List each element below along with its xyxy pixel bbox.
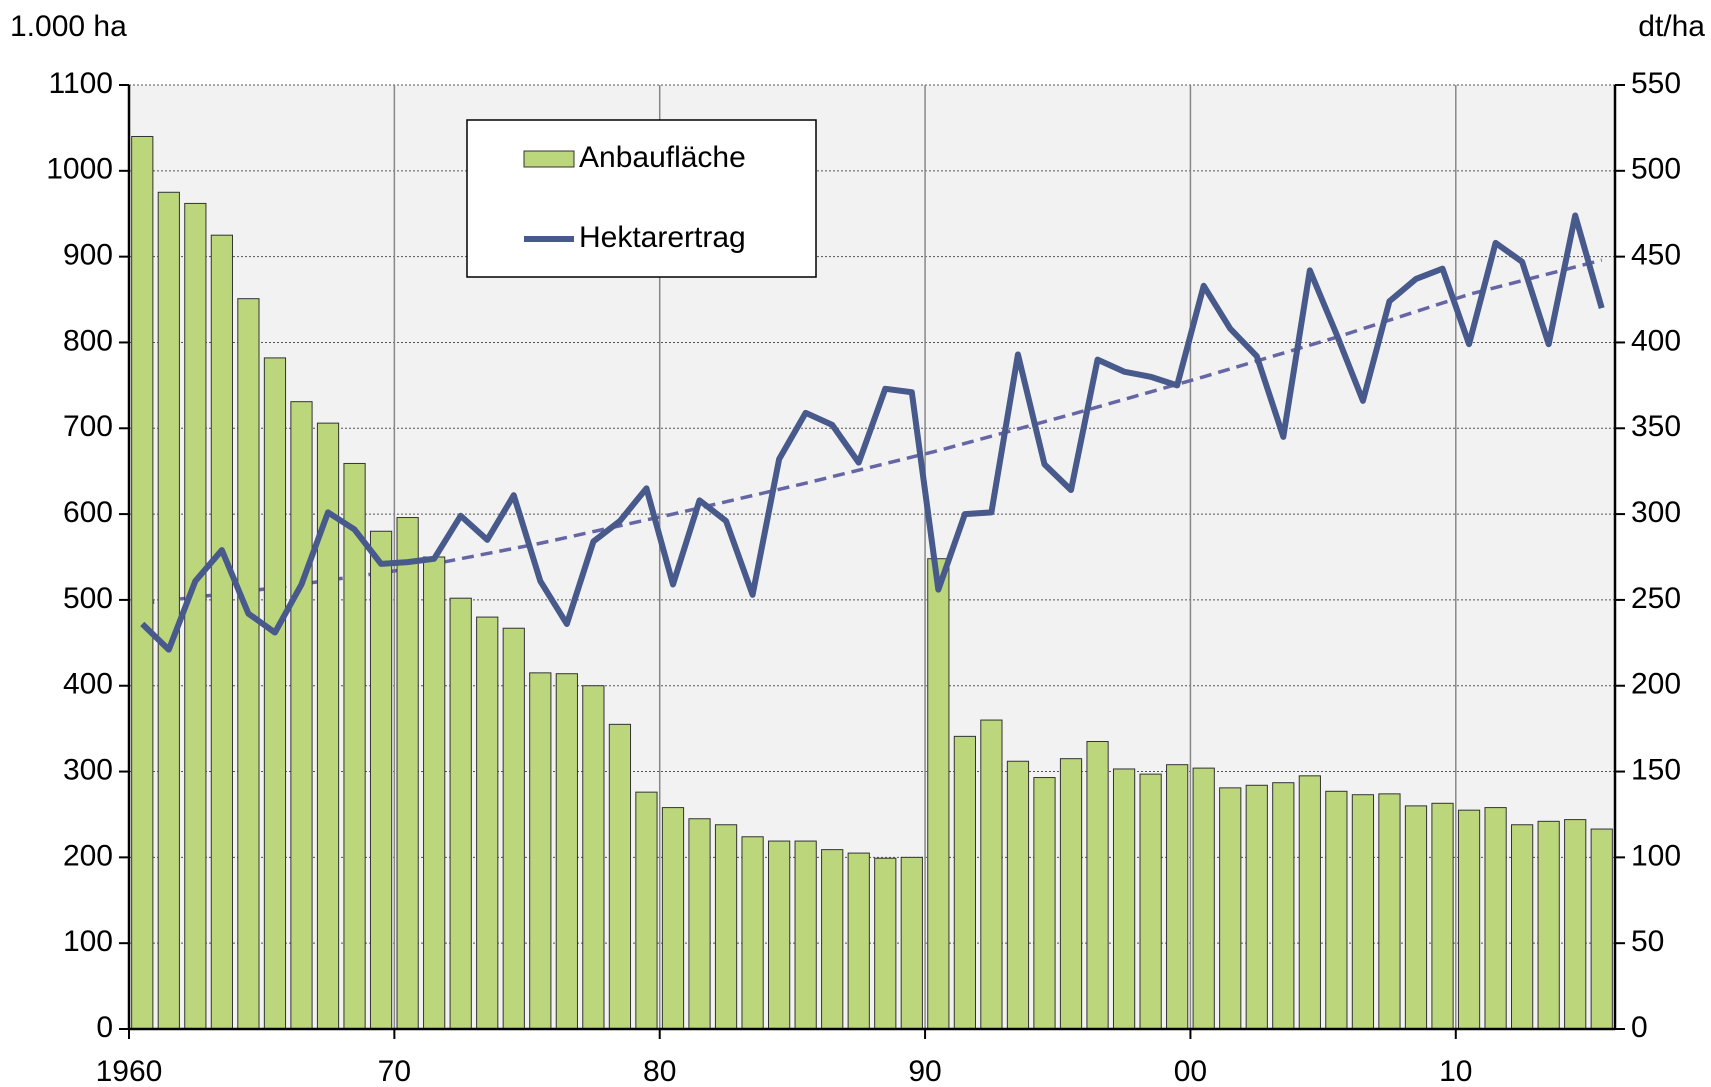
- bar: [1457, 809, 1481, 1030]
- bar: [1272, 782, 1295, 1030]
- bar: [1192, 767, 1215, 1030]
- bar: [1511, 824, 1534, 1030]
- bar: [396, 517, 419, 1030]
- bar: [821, 849, 844, 1030]
- bar: [1298, 775, 1321, 1030]
- legend: [466, 119, 817, 278]
- y-tick-label: 500: [63, 582, 113, 615]
- bar: [847, 852, 870, 1030]
- bar: [369, 530, 393, 1030]
- trend-line: [142, 258, 1603, 606]
- bar: [768, 840, 791, 1030]
- legend-label: Anbaufläche: [579, 141, 746, 174]
- y2-tick-label: 200: [1631, 668, 1681, 701]
- bar: [210, 234, 233, 1030]
- y2-axis-unit: dt/ha: [1638, 10, 1705, 43]
- bar: [529, 672, 552, 1030]
- bar: [1219, 787, 1242, 1030]
- bar: [1537, 820, 1560, 1030]
- y-tick-label: 300: [63, 753, 113, 786]
- bar: [343, 462, 366, 1030]
- bar: [1006, 760, 1030, 1030]
- legend-label: Hektarertrag: [579, 221, 746, 254]
- bar: [1590, 828, 1613, 1030]
- bar: [1378, 793, 1401, 1030]
- bar: [555, 673, 578, 1030]
- line: [140, 212, 1605, 653]
- bar: [688, 818, 711, 1030]
- y-tick-label: 400: [63, 668, 113, 701]
- bar: [927, 558, 950, 1030]
- bar: [874, 857, 897, 1030]
- bar: [476, 616, 499, 1030]
- y2-tick-label: 400: [1631, 324, 1681, 357]
- x-tick-label: 10: [1439, 1055, 1472, 1087]
- bar: [714, 824, 738, 1030]
- bar: [1139, 773, 1162, 1030]
- y2-tick-label: 350: [1631, 410, 1681, 443]
- bar: [1166, 764, 1189, 1030]
- bar: [157, 191, 180, 1030]
- bar: [1112, 768, 1136, 1030]
- bar: [1325, 790, 1348, 1030]
- bar: [1059, 758, 1083, 1030]
- y-tick-label: 1100: [48, 67, 113, 100]
- bar: [449, 597, 472, 1030]
- bar: [741, 836, 764, 1030]
- y-tick-label: 900: [63, 239, 113, 272]
- y2-tick-label: 150: [1631, 753, 1681, 786]
- bar: [1564, 819, 1587, 1030]
- bar: [1086, 741, 1109, 1030]
- y2-tick-label: 250: [1631, 582, 1681, 615]
- bar: [263, 357, 287, 1030]
- bar: [582, 685, 605, 1030]
- y2-tick-label: 450: [1631, 239, 1681, 272]
- y2-tick-label: 300: [1631, 496, 1681, 529]
- bar: [1431, 802, 1454, 1030]
- y2-tick-label: 100: [1631, 839, 1681, 872]
- y2-tick-label: 0: [1631, 1011, 1648, 1044]
- y-tick-label: 800: [63, 324, 113, 357]
- bar: [502, 627, 525, 1030]
- x-tick-label: 90: [908, 1055, 941, 1087]
- bar: [1484, 807, 1507, 1030]
- bar: [608, 723, 632, 1030]
- y-tick-label: 600: [63, 496, 113, 529]
- bar: [237, 298, 260, 1030]
- bar: [900, 856, 923, 1030]
- bar: [1245, 784, 1268, 1030]
- y-tick-label: 1000: [46, 153, 113, 186]
- y2-tick-label: 500: [1631, 153, 1681, 186]
- bar: [131, 135, 154, 1030]
- bar: [423, 556, 446, 1030]
- bar: [635, 791, 658, 1030]
- y-tick-label: 200: [63, 839, 113, 872]
- y2-tick-label: 550: [1631, 67, 1681, 100]
- bar: [661, 807, 685, 1030]
- bar: [953, 735, 976, 1030]
- bar: [1404, 805, 1428, 1030]
- x-tick-label: 80: [643, 1055, 676, 1087]
- bar: [980, 719, 1003, 1030]
- bar: [290, 401, 313, 1030]
- x-tick-label: 1960: [96, 1055, 163, 1087]
- bar: [1033, 777, 1056, 1030]
- x-tick-label: 00: [1174, 1055, 1207, 1087]
- legend-swatch: [523, 150, 575, 168]
- bar: [794, 840, 817, 1030]
- y-tick-label: 100: [63, 925, 113, 958]
- bar: [184, 202, 207, 1030]
- x-tick-label: 70: [378, 1055, 411, 1087]
- bar: [1351, 794, 1375, 1030]
- y2-tick-label: 50: [1631, 925, 1664, 958]
- y-axis-unit: 1.000 ha: [10, 10, 127, 43]
- y-tick-label: 700: [63, 410, 113, 443]
- y-tick-label: 0: [96, 1011, 113, 1044]
